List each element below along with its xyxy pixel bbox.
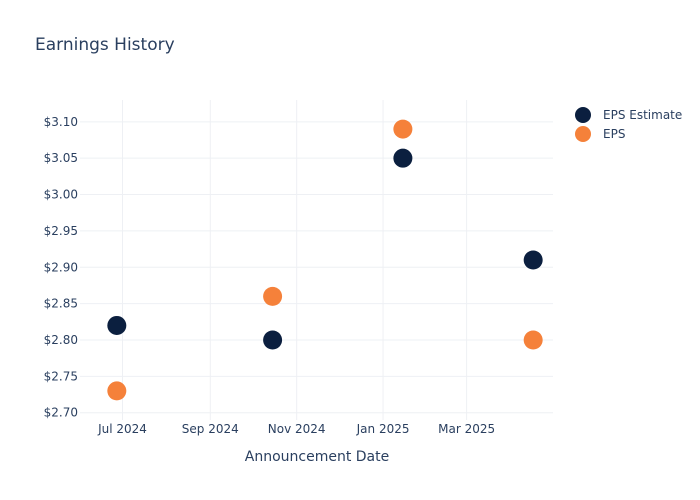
y-tick-label: $3.05 [44,151,78,165]
legend-marker [575,107,591,123]
x-tick-label: Nov 2024 [268,422,326,436]
chart-title: Earnings History [35,35,175,55]
y-tick-label: $2.80 [44,333,78,347]
y-tick-label: $2.75 [44,369,78,383]
y-tick-label: $2.70 [44,406,78,420]
x-axis-title: Announcement Date [245,449,389,465]
y-tick-label: $3.10 [44,115,78,129]
eps-point[interactable] [393,119,413,139]
x-tick-label: Jul 2024 [97,422,147,436]
x-tick-label: Sep 2024 [182,422,239,436]
x-tick-label: Mar 2025 [438,422,495,436]
x-tick-label: Jan 2025 [356,422,410,436]
eps-estimate-point[interactable] [263,330,283,350]
legend-item-eps-estimate[interactable]: EPS Estimate [575,107,682,123]
y-tick-label: $2.90 [44,260,78,274]
eps-point[interactable] [523,330,543,350]
legend[interactable]: EPS Estimate EPS [575,107,682,142]
legend-item-eps[interactable]: EPS [575,126,625,142]
eps-estimate-point[interactable] [393,148,413,168]
legend-marker [575,126,591,142]
eps-estimate-point[interactable] [107,315,127,335]
y-tick-label: $2.85 [44,297,78,311]
x-axis-ticks: Jul 2024 Sep 2024 Nov 2024 Jan 2025 Mar 2025 [97,422,495,436]
legend-label: EPS Estimate [603,108,682,122]
legend-label: EPS [603,127,625,141]
y-axis-ticks: $2.70 $2.75 $2.80 $2.85 $2.90 $2.95 $3.00 $3.05… [44,115,78,420]
data-points[interactable] [107,119,543,401]
y-tick-label: $3.00 [44,188,78,202]
grid-layer [80,100,553,420]
eps-estimate-point[interactable] [523,250,543,270]
y-tick-label: $2.95 [44,224,78,238]
eps-point[interactable] [263,286,283,306]
eps-point[interactable] [107,381,127,401]
